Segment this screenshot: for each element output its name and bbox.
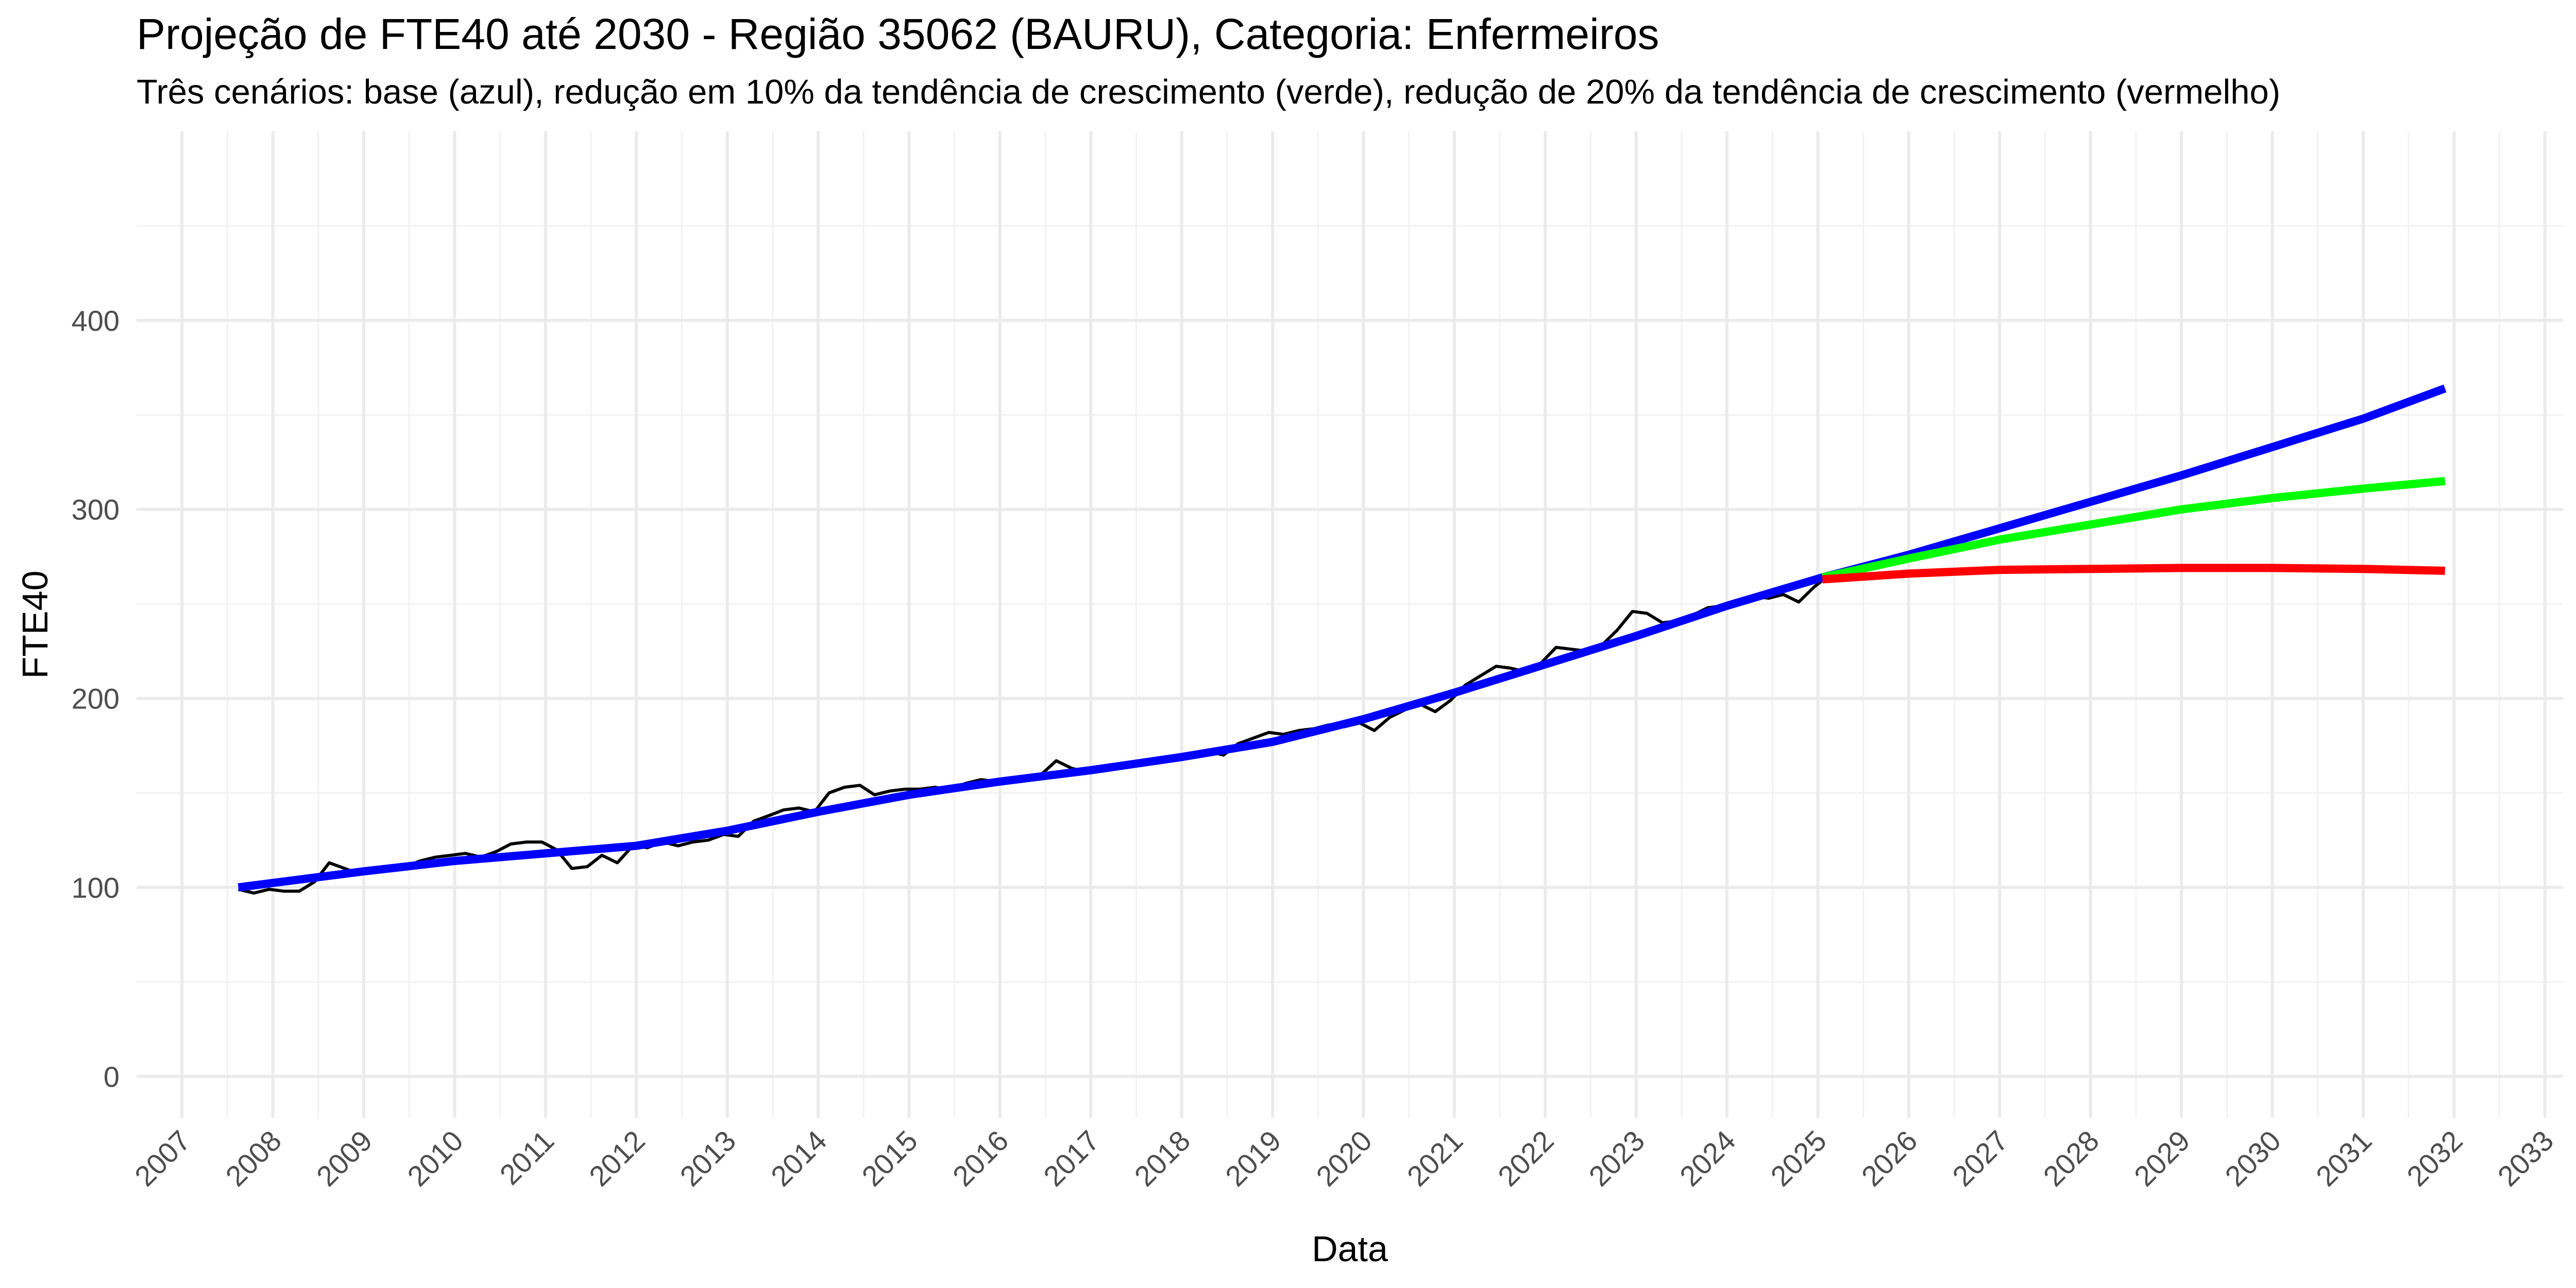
y-tick-label: 100 [72,871,120,904]
x-axis-ticks: 2007 2008 2009 2010 2011 2012 2013 2014 2015 2016… [128,1124,2560,1193]
x-tick-label: 2012 [583,1124,651,1193]
series-projection-line-1 [238,384,2447,892]
y-tick-label: 300 [72,494,120,526]
x-tick-label: 2016 [946,1124,1015,1193]
x-tick-label: 2017 [1037,1124,1106,1193]
x-tick-label: 2028 [2037,1124,2106,1193]
x-tick-label: 2031 [2310,1124,2378,1193]
series-layer [238,384,2447,895]
x-tick-label: 2030 [2218,1124,2287,1193]
x-tick-label: 2026 [1855,1124,1924,1193]
x-tick-label: 2023 [1583,1124,1651,1193]
x-tick-label: 2014 [765,1124,833,1193]
x-tick-label: 2025 [1764,1124,1833,1193]
grid [137,131,2563,1118]
x-tick-label: 2032 [2400,1124,2469,1193]
chart-subtitle: Três cenários: base (azul), redução em 1… [137,73,2281,111]
y-tick-label: 200 [72,683,120,715]
x-tick-label: 2033 [2492,1124,2560,1193]
x-tick-label: 2009 [310,1124,379,1193]
x-tick-label: 2015 [855,1124,924,1193]
series-projection-line-2 [1821,477,2446,582]
y-tick-label: 0 [104,1060,120,1093]
x-tick-label: 2010 [401,1124,469,1193]
x-tick-label: 2021 [1401,1124,1469,1193]
x-tick-label: 2018 [1128,1124,1196,1193]
y-tick-label: 400 [72,304,120,337]
x-axis-title: Data [1312,1229,1388,1269]
y-axis-ticks: 0 100 200 300 400 [72,304,120,1093]
chart-title: Projeção de FTE40 até 2030 - Região 3506… [137,10,1659,58]
series-observed-line [238,580,1823,895]
x-tick-label: 2020 [1310,1124,1378,1193]
x-tick-label: 2011 [494,1124,561,1191]
x-tick-label: 2029 [2128,1124,2196,1193]
x-tick-label: 2007 [128,1124,197,1193]
x-tick-label: 2008 [219,1124,287,1193]
x-tick-label: 2027 [1946,1124,2014,1193]
x-tick-label: 2019 [1219,1124,1287,1193]
series-projection-line-3 [1822,564,2445,584]
x-tick-label: 2013 [673,1124,742,1193]
y-axis-title: FTE40 [15,570,55,679]
x-tick-label: 2024 [1673,1124,1742,1193]
x-tick-label: 2022 [1492,1124,1560,1193]
